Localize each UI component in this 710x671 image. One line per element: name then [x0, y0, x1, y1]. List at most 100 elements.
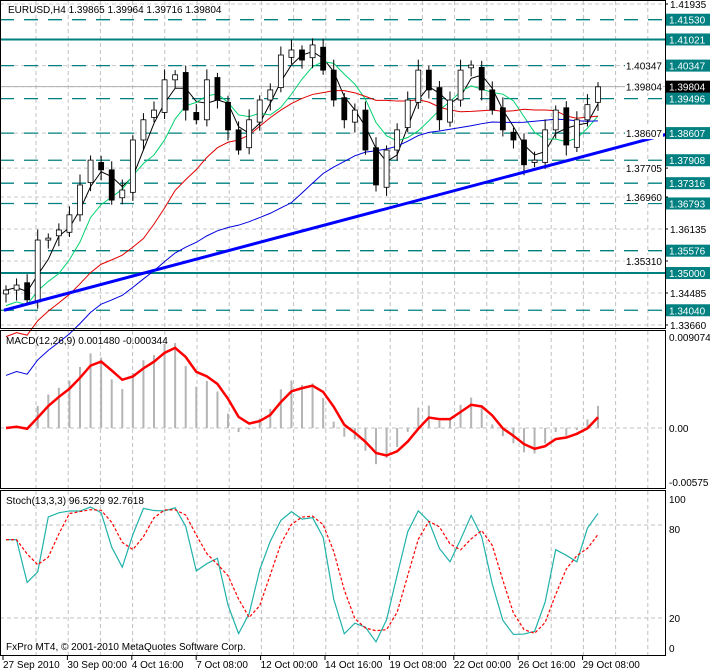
moving-average-line [5, 118, 599, 376]
level-label-box [666, 59, 710, 72]
price-tick-label: 1.35310 [626, 257, 663, 268]
candle-body [161, 79, 168, 113]
price-tick-label: 1.37705 [626, 164, 663, 175]
candle-body [584, 104, 591, 121]
time-label: 4 Oct 16:00 [132, 660, 184, 671]
main-pane-border [0, 0, 666, 329]
horizontal-levels[interactable] [0, 19, 665, 311]
candle-body [13, 284, 20, 291]
level-label: 1.35000 [669, 269, 706, 280]
level-label: 1.41530 [669, 16, 706, 27]
candle-body [55, 229, 62, 237]
candle-body [3, 289, 9, 295]
candle-body [98, 162, 105, 171]
copyright-text: FxPro MT4, © 2001-2010 MetaQuotes Softwa… [6, 642, 246, 653]
time-label: 12 Oct 00:00 [261, 660, 319, 671]
level-label-box [666, 92, 710, 105]
candle-body [362, 109, 369, 151]
stoch-pane: 100 80 20 0 [5, 495, 686, 655]
level-label: 1.40347 [669, 62, 706, 73]
level-label: 1.37908 [669, 156, 706, 167]
candle-body [447, 99, 453, 123]
candle-body [246, 119, 253, 149]
level-label-box [666, 197, 710, 210]
level-label-box [666, 127, 710, 140]
candle-body [404, 99, 411, 128]
candle-body [172, 74, 179, 81]
candle-body [225, 101, 231, 131]
level-label-box [666, 177, 710, 190]
price-tick-label: 1.39804 [626, 83, 663, 94]
price-tick-label-bg [625, 59, 663, 72]
candle-body [425, 69, 432, 91]
candle-body [182, 72, 189, 111]
price-tick-label-bg [625, 80, 663, 93]
candle-body [77, 184, 83, 216]
candle-body [235, 129, 242, 151]
time-label: 29 Oct 08:00 [583, 660, 641, 671]
price-tick-label: 1.33660 [670, 321, 707, 332]
time-label: 22 Oct 00:00 [454, 660, 512, 671]
candle-body [24, 282, 31, 301]
moving-average-line [5, 90, 599, 338]
trendline-line [3, 131, 671, 312]
price-tick-label: 1.40347 [626, 62, 663, 73]
axes [0, 0, 666, 656]
macd-tick-label: 0.009074 [669, 333, 710, 344]
level-label-box [666, 33, 710, 46]
level-label: 1.34040 [669, 306, 706, 317]
candle-body [129, 139, 136, 193]
macd-pane: 0.009074 0.00 -0.00575 [5, 333, 710, 489]
candle-body [468, 64, 475, 69]
price-tick-label: 1.38607 [626, 129, 663, 140]
candle-body [330, 69, 337, 101]
stoch-signal-line [5, 509, 599, 634]
candle-body [563, 107, 570, 146]
time-axis: 27 Sep 2010 30 Sep 00:00 4 Oct 16:00 7 Oct … [2, 656, 641, 671]
candles [3, 38, 601, 309]
time-label: 30 Sep 00:00 [67, 660, 127, 671]
candle-body [457, 69, 464, 101]
candle-body [320, 46, 327, 71]
price-tick-label-bg [625, 162, 663, 175]
moving-average-line [5, 61, 599, 307]
candle-body [573, 119, 580, 148]
macd-title: MACD(12,26,9) 0.001480 -0.000344 [6, 336, 168, 347]
candle-body [119, 189, 126, 199]
level-label: 1.41021 [669, 35, 706, 46]
level-labels: 1.40347 1.39804 1.38607 1.37705 1.36960 1.353… [625, 13, 710, 317]
candle-body [415, 69, 422, 103]
candle-body [383, 149, 390, 188]
price-tick-label: 1.36135 [670, 225, 707, 236]
price-tick-label-bg [625, 190, 663, 203]
price-tick-label: 1.36960 [626, 193, 663, 204]
candle-body [203, 79, 210, 121]
trendline[interactable] [3, 131, 671, 312]
level-label-box [666, 304, 710, 317]
macd-tick-label: -0.00575 [669, 478, 709, 489]
candle-body [542, 129, 549, 163]
price-tick-label-bg [625, 127, 663, 140]
moving-average-line [5, 51, 599, 293]
candle-body [45, 237, 52, 241]
level-label: 1.36793 [669, 199, 706, 210]
macd-signal-line [5, 346, 599, 457]
stoch-title: Stoch(13,3,3) 96.5229 92.7618 [6, 496, 144, 507]
candle-body [299, 49, 305, 61]
level-label: 1.38607 [669, 129, 706, 140]
candle-body [531, 159, 538, 163]
candle-body [595, 86, 601, 103]
level-label: 1.37316 [669, 179, 706, 190]
time-label: 7 Oct 08:00 [196, 660, 248, 671]
candle-body [87, 159, 94, 184]
price-tick-label-bg [625, 254, 663, 267]
symbol-header: EURUSD,H4 1.39865 1.39964 1.39716 1.3980… [8, 5, 222, 16]
stoch-tick-label: 0 [669, 644, 675, 655]
candle-body [288, 49, 295, 58]
candle-body [277, 54, 284, 88]
candle-body [478, 67, 485, 91]
candle-body [66, 214, 73, 233]
level-label-box [666, 244, 710, 257]
